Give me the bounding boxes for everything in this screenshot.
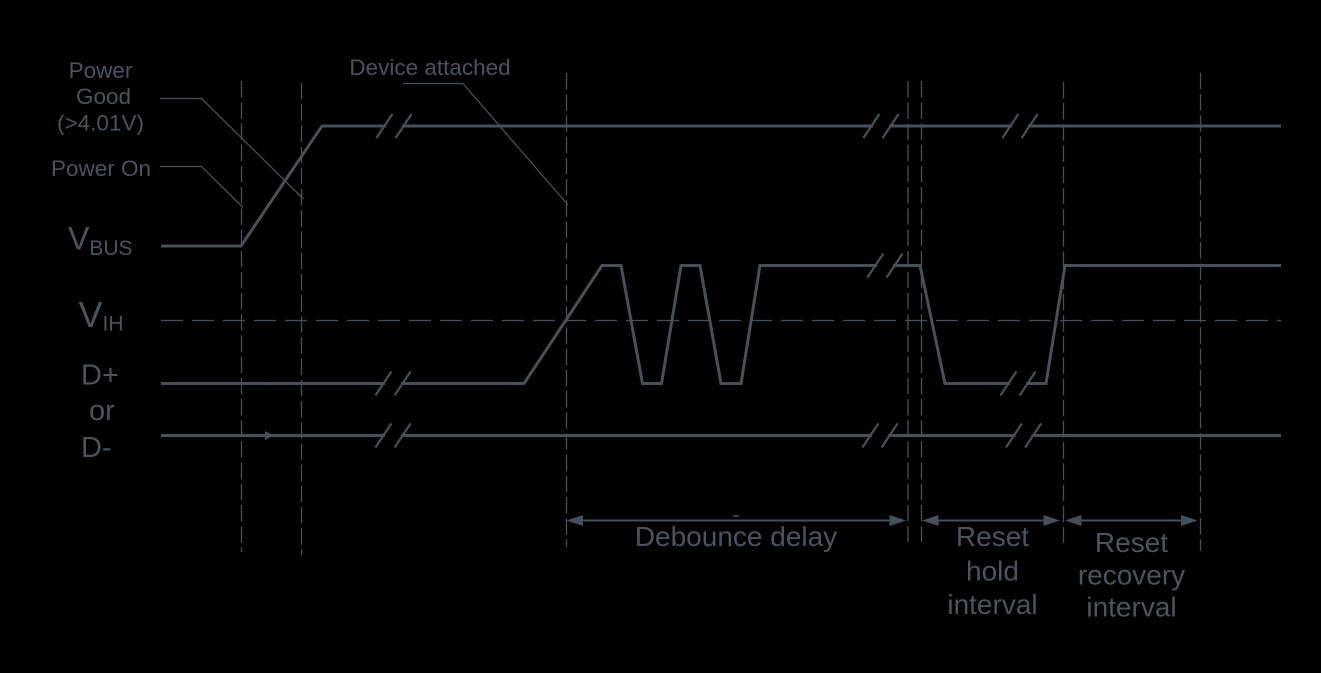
svg-text:Good: Good	[76, 84, 131, 109]
svg-text:hold: hold	[966, 556, 1019, 587]
svg-text:Power: Power	[69, 58, 133, 83]
svg-text:interval: interval	[947, 589, 1037, 620]
svg-text:D+: D+	[81, 360, 119, 392]
svg-text:or: or	[89, 395, 115, 427]
svg-text:VIH: VIH	[79, 294, 124, 336]
svg-text:Reset: Reset	[1095, 527, 1168, 558]
svg-text:Power On: Power On	[51, 156, 151, 181]
svg-text:Debounce delay: Debounce delay	[635, 521, 837, 552]
svg-text:interval: interval	[1086, 592, 1176, 623]
svg-text:VBUS: VBUS	[68, 221, 133, 261]
svg-text:(>4.01V): (>4.01V)	[57, 111, 144, 136]
svg-text:recovery: recovery	[1078, 560, 1185, 591]
svg-text:D-: D-	[81, 432, 112, 464]
svg-text:Device attached: Device attached	[349, 55, 510, 80]
svg-text:Reset: Reset	[956, 521, 1029, 552]
